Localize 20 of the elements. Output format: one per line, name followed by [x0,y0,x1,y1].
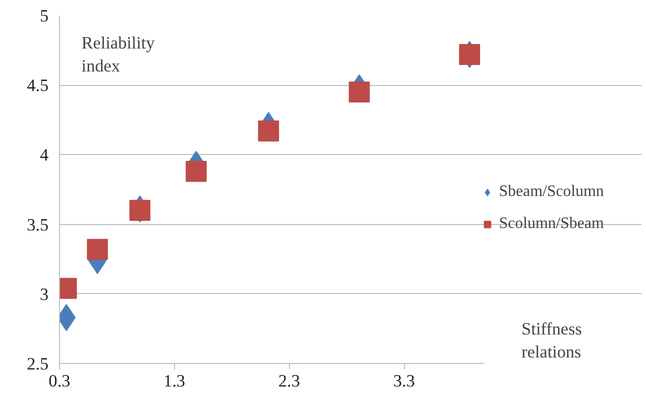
point [186,160,207,182]
legend-label: Sbeam/Scolumn [499,183,604,201]
point [258,120,280,142]
point [86,238,108,260]
x-axis-title: Stiffness relations [522,320,582,362]
y-tick-label: 3.5 [26,215,49,234]
point [129,200,150,221]
point [348,82,370,103]
legend-label: Scolumn/Sbeam [499,215,604,233]
point [459,44,480,65]
y-tick-label: 4 [40,146,49,165]
x-tick-label: 0.3 [48,372,70,390]
x-tick-label: 3.3 [393,372,415,390]
y-tick-label: 4.5 [26,76,49,96]
x-tick-label: 1.3 [164,372,186,390]
y-axis-title: Reliability index [82,34,155,76]
x-tick-label: 2.3 [278,372,300,390]
y-tick-label: 3 [40,284,49,304]
y-tick-label: 2.5 [26,354,49,374]
y-tick-label: 5 [40,6,49,26]
